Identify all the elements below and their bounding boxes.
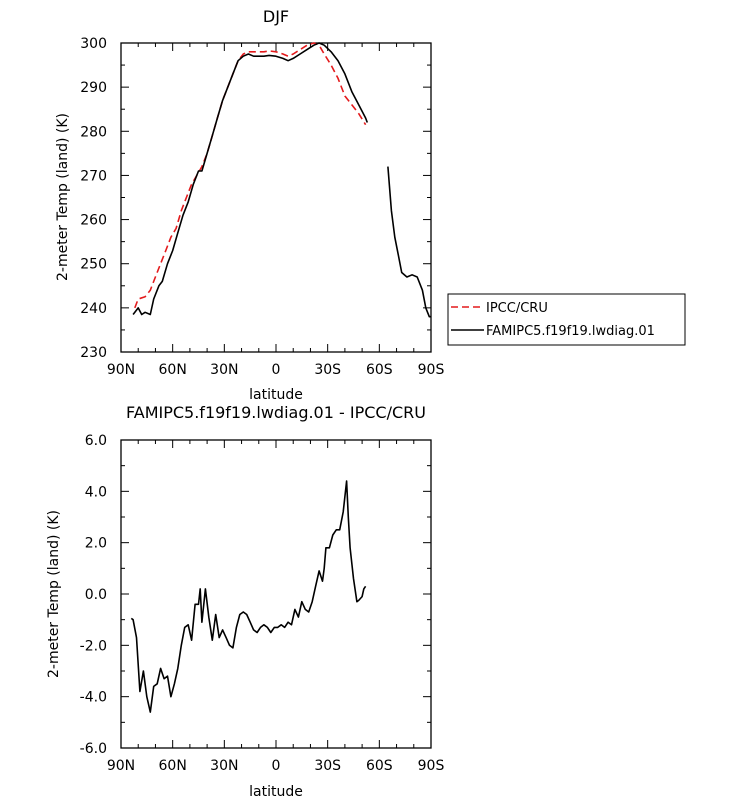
top-x-tick-label: 30S [314, 362, 341, 378]
bottom-x-tick-label: 90N [107, 758, 135, 774]
top-chart-y-axis-label: 2-meter Temp (land) (K) [55, 113, 71, 281]
top-chart-series [132, 42, 431, 318]
bottom-y-tick-label: 4.0 [85, 484, 107, 500]
top-x-tick-label: 60N [159, 362, 187, 378]
bottom-y-tick-label: -6.0 [80, 741, 107, 757]
bottom-chart-x-axis-label: latitude [249, 784, 303, 800]
top-chart-y-tick-labels: 230 240 250 260 270 280 290 300 [80, 36, 107, 361]
top-x-tick-label: 30N [210, 362, 238, 378]
top-x-tick-label: 60S [366, 362, 393, 378]
top-series-line-famipc5-f19f19-lwdiag-01-part-2 [387, 166, 431, 318]
top-chart-title: DJF [263, 7, 289, 26]
bottom-y-tick-label: 0.0 [85, 587, 107, 603]
bottom-chart-x-tick-labels: 90N 60N 30N 0 30S 60S 90S [107, 758, 445, 774]
top-y-tick-label: 230 [80, 345, 107, 361]
bottom-x-tick-label: 30S [314, 758, 341, 774]
top-panel: DJF 230 240 250 260 270 280 290 300 90N 60N 30N 0 3… [55, 7, 686, 403]
bottom-y-tick-label: 6.0 [85, 433, 107, 449]
top-chart-x-axis-label: latitude [249, 387, 303, 403]
top-chart-legend: IPCC/CRU FAMIPC5.f19f19.lwdiag.01 [447, 293, 686, 346]
bottom-y-tick-label: -4.0 [80, 690, 107, 706]
legend-box [447, 293, 686, 346]
bottom-chart-plot-area: -6.0 -4.0 -2.0 0.0 2.0 4.0 6.0 90N 60N 30N 0 30S 60… [80, 433, 445, 774]
bottom-x-tick-label: 60S [366, 758, 393, 774]
top-y-tick-label: 260 [80, 213, 107, 229]
bottom-chart-ticks [120, 439, 432, 749]
bottom-x-tick-label: 90S [418, 758, 445, 774]
bottom-chart-y-tick-labels: -6.0 -4.0 -2.0 0.0 2.0 4.0 6.0 [80, 433, 107, 757]
bottom-x-tick-label: 0 [272, 758, 281, 774]
top-y-tick-label: 290 [80, 80, 107, 96]
top-chart-ticks [120, 42, 432, 353]
top-y-tick-label: 270 [80, 168, 107, 184]
bottom-chart-title: FAMIPC5.f19f19.lwdiag.01 - IPCC/CRU [126, 403, 426, 422]
top-x-tick-label: 90S [418, 362, 445, 378]
top-series-line-ipcc-cru [134, 42, 367, 309]
bottom-chart-series [130, 480, 367, 713]
top-y-tick-label: 250 [80, 257, 107, 273]
bottom-x-tick-label: 30N [210, 758, 238, 774]
legend-label-ipcc-cru: IPCC/CRU [486, 301, 548, 316]
bottom-chart-frame [120, 439, 432, 749]
top-chart-plot-area: 230 240 250 260 270 280 290 300 90N 60N 30N 0 30S 60… [80, 36, 444, 378]
top-y-tick-label: 280 [80, 124, 107, 140]
top-series-line-famipc5-f19f19-lwdiag-01-part-1 [132, 42, 369, 316]
legend-label-famipc5: FAMIPC5.f19f19.lwdiag.01 [486, 324, 655, 339]
bottom-y-tick-label: -2.0 [80, 638, 107, 654]
bottom-y-tick-label: 2.0 [85, 536, 107, 552]
top-chart-frame [120, 42, 432, 353]
top-x-tick-label: 0 [272, 362, 281, 378]
bottom-x-tick-label: 60N [159, 758, 187, 774]
bottom-panel: FAMIPC5.f19f19.lwdiag.01 - IPCC/CRU -6.0… [46, 403, 444, 800]
bottom-series-line-famipc5-f19f19-lwdiag-01-ipcc-cru [130, 480, 367, 713]
bottom-chart-y-axis-label: 2-meter Temp (land) (K) [46, 510, 62, 678]
top-chart-x-tick-labels: 90N 60N 30N 0 30S 60S 90S [107, 362, 445, 378]
top-y-tick-label: 240 [80, 301, 107, 317]
top-x-tick-label: 90N [107, 362, 135, 378]
top-y-tick-label: 300 [80, 36, 107, 52]
